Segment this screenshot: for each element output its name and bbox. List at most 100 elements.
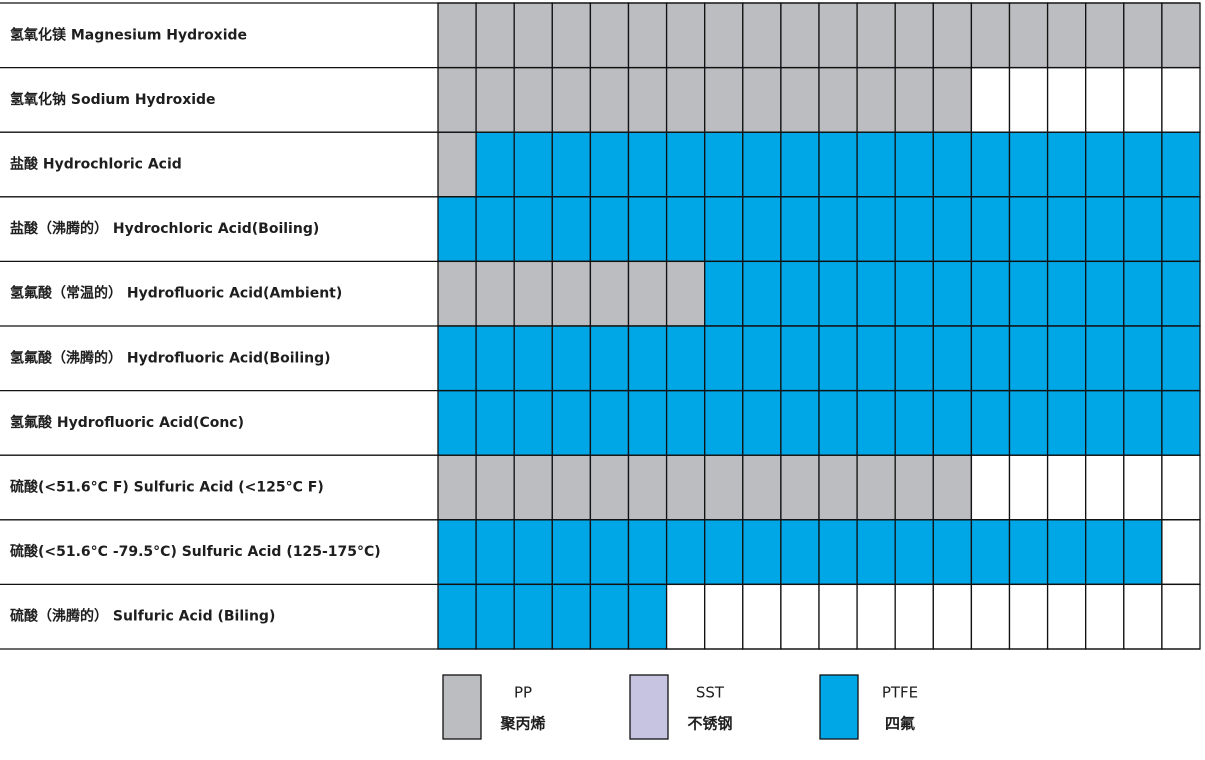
row-label: 盐酸 Hydrochloric Acid: [10, 156, 182, 173]
cell: [780, 196, 820, 263]
cell: [742, 2, 782, 69]
cell: [437, 260, 477, 327]
cell: [894, 325, 934, 392]
cell: [742, 260, 782, 327]
cell: [437, 389, 477, 456]
cell: [1046, 454, 1087, 521]
cell: [1008, 260, 1049, 327]
cell: [1123, 519, 1163, 586]
cell: [665, 2, 706, 69]
cell: [970, 66, 1011, 133]
cell: [970, 2, 1011, 69]
cell: [1085, 131, 1125, 198]
cell: [1161, 325, 1201, 392]
cell: [627, 2, 668, 69]
cell: [1046, 260, 1087, 327]
cell: [742, 583, 782, 650]
cell: [589, 519, 630, 586]
cell: [1046, 325, 1087, 392]
cell: [589, 66, 630, 133]
cell: [665, 196, 706, 263]
cell: [665, 454, 706, 521]
cell: [704, 389, 744, 456]
cell: [1123, 131, 1163, 198]
cell: [589, 325, 630, 392]
cell: [856, 325, 896, 392]
cell: [856, 519, 896, 586]
cell: [1085, 389, 1125, 456]
cell: [818, 325, 858, 392]
cell: [1123, 2, 1163, 69]
cell: [627, 389, 668, 456]
legend-sub: 聚丙烯: [499, 715, 545, 733]
cell: [627, 583, 668, 650]
cell: [780, 131, 820, 198]
cell: [856, 454, 896, 521]
cell: [970, 260, 1011, 327]
cell: [1008, 131, 1049, 198]
cell: [1008, 583, 1049, 650]
cell: [437, 325, 477, 392]
cell: [780, 389, 820, 456]
cell: [856, 583, 896, 650]
cell: [1123, 389, 1163, 456]
cell: [1046, 131, 1087, 198]
cell: [704, 519, 744, 586]
cell: [932, 454, 973, 521]
cell: [1046, 583, 1087, 650]
cell: [1046, 2, 1087, 69]
cell: [551, 2, 592, 69]
cell: [589, 583, 630, 650]
cell: [894, 196, 934, 263]
cell: [856, 2, 896, 69]
cell: [780, 325, 820, 392]
cell: [1008, 454, 1049, 521]
cell: [1161, 583, 1201, 650]
cell: [818, 454, 858, 521]
cell: [742, 454, 782, 521]
cell: [589, 196, 630, 263]
cell: [665, 583, 706, 650]
cell: [742, 325, 782, 392]
cell: [894, 260, 934, 327]
cell: [437, 454, 477, 521]
cell: [780, 2, 820, 69]
cell: [475, 196, 515, 263]
cell: [475, 2, 515, 69]
cell: [665, 389, 706, 456]
cell: [551, 260, 592, 327]
cell: [551, 196, 592, 263]
cell: [932, 260, 973, 327]
cell: [970, 325, 1011, 392]
cell: [513, 454, 553, 521]
cell: [780, 66, 820, 133]
row-label: 硫酸(<51.6°C -79.5°C) Sulfuric Acid (125-1…: [10, 543, 381, 560]
cell: [589, 260, 630, 327]
cell: [818, 583, 858, 650]
cell: [589, 2, 630, 69]
cell: [894, 2, 934, 69]
cell: [704, 325, 744, 392]
cell: [704, 131, 744, 198]
cell: [437, 196, 477, 263]
legend-name: SST: [696, 684, 725, 702]
cell: [475, 389, 515, 456]
cell: [1123, 196, 1163, 263]
cell: [513, 196, 553, 263]
row-label: 氢氧化镁 Magnesium Hydroxide: [10, 26, 247, 43]
cell: [589, 454, 630, 521]
cell: [970, 196, 1011, 263]
legend-swatch: [629, 674, 669, 740]
cell: [627, 325, 668, 392]
cell: [627, 66, 668, 133]
cell: [1008, 2, 1049, 69]
cell: [742, 196, 782, 263]
cell: [475, 519, 515, 586]
cell: [1008, 66, 1049, 133]
cell: [780, 519, 820, 586]
cell: [894, 66, 934, 133]
legend-swatch: [442, 674, 482, 740]
cell: [970, 131, 1011, 198]
cell: [665, 519, 706, 586]
